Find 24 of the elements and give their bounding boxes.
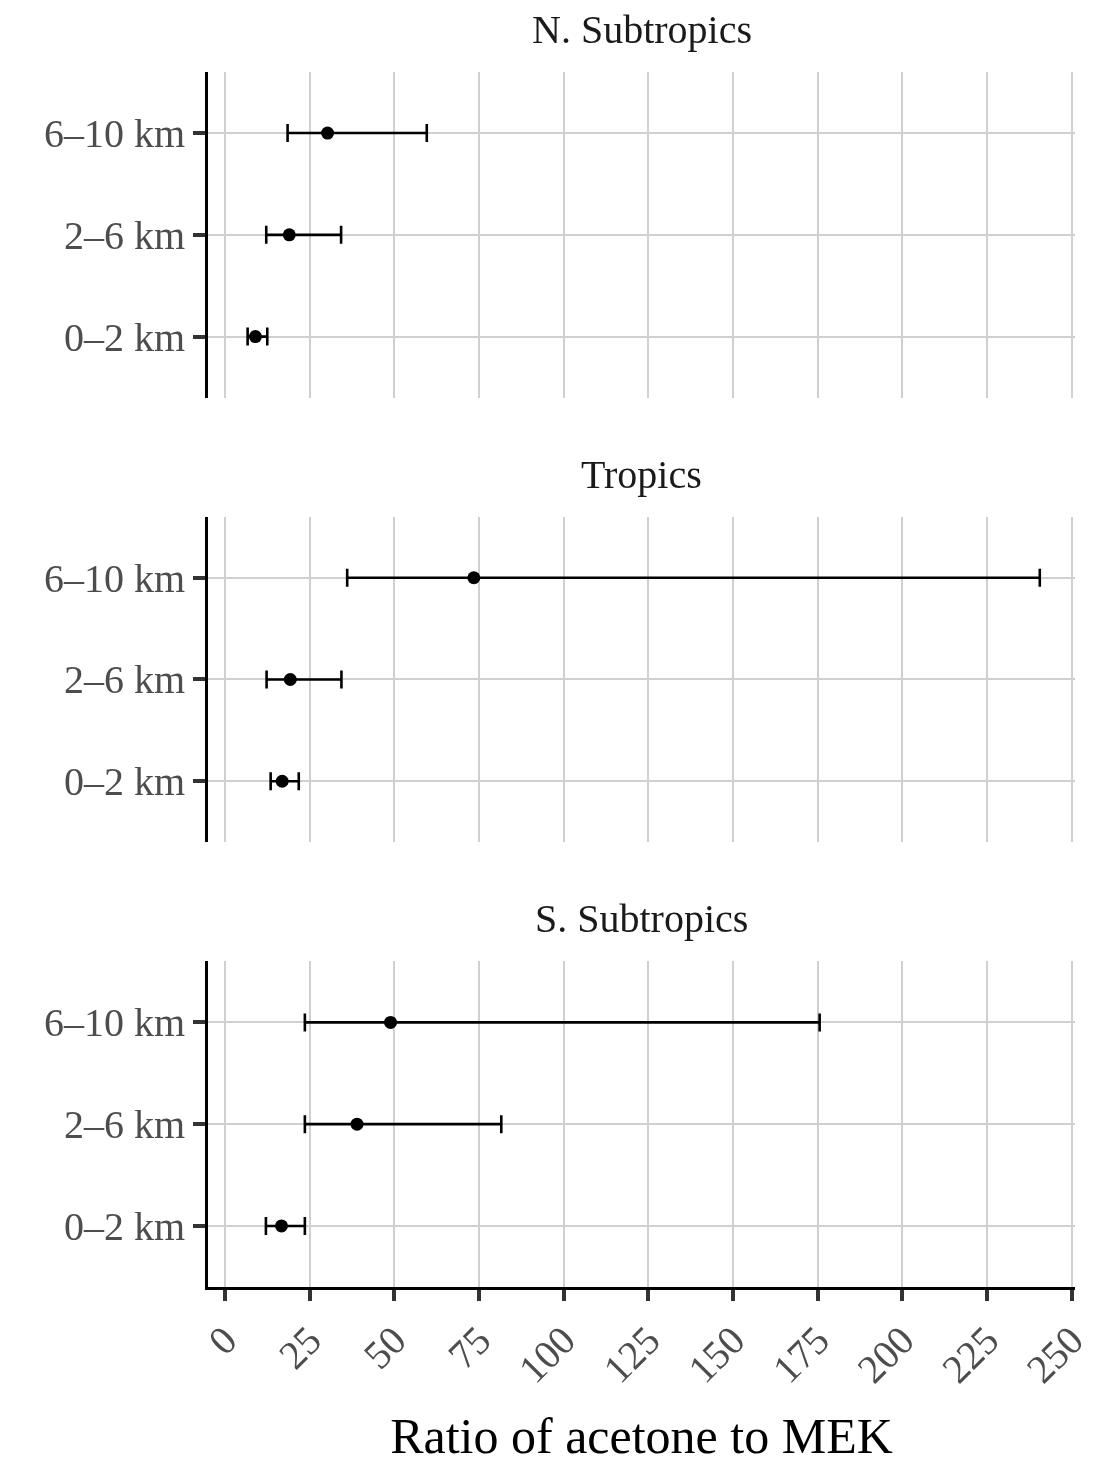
chart-title: N. Subtropics bbox=[532, 7, 752, 52]
x-tick-label: 200 bbox=[848, 1317, 923, 1392]
x-tick-label: 100 bbox=[509, 1317, 585, 1392]
y-tick-label: 6–10 km bbox=[44, 555, 186, 601]
x-axis-title: Ratio of acetone to MEK bbox=[390, 1408, 893, 1465]
x-tick-label: 0 bbox=[199, 1317, 246, 1364]
y-tick-label: 2–6 km bbox=[64, 657, 186, 703]
x-tick-label: 225 bbox=[933, 1317, 1008, 1392]
chart-title: Tropics bbox=[581, 452, 702, 497]
x-tick-label: 175 bbox=[763, 1317, 839, 1392]
x-tick-label: 75 bbox=[439, 1317, 500, 1378]
y-tick-label: 0–2 km bbox=[64, 314, 186, 360]
y-tick-label: 6–10 km bbox=[44, 111, 186, 157]
y-tick-label: 2–6 km bbox=[64, 1102, 186, 1148]
chart-title: S. Subtropics bbox=[535, 896, 749, 941]
y-tick-label: 0–2 km bbox=[64, 1203, 186, 1249]
y-tick-label: 2–6 km bbox=[64, 212, 186, 258]
x-tick-label: 150 bbox=[679, 1317, 754, 1392]
x-tick-label: 25 bbox=[270, 1317, 331, 1378]
x-tick-label: 250 bbox=[1017, 1317, 1093, 1392]
x-tick-label: 125 bbox=[594, 1317, 669, 1392]
y-tick-label: 6–10 km bbox=[44, 1000, 186, 1046]
x-tick-label: 50 bbox=[354, 1317, 415, 1378]
y-tick-label: 0–2 km bbox=[64, 759, 186, 805]
